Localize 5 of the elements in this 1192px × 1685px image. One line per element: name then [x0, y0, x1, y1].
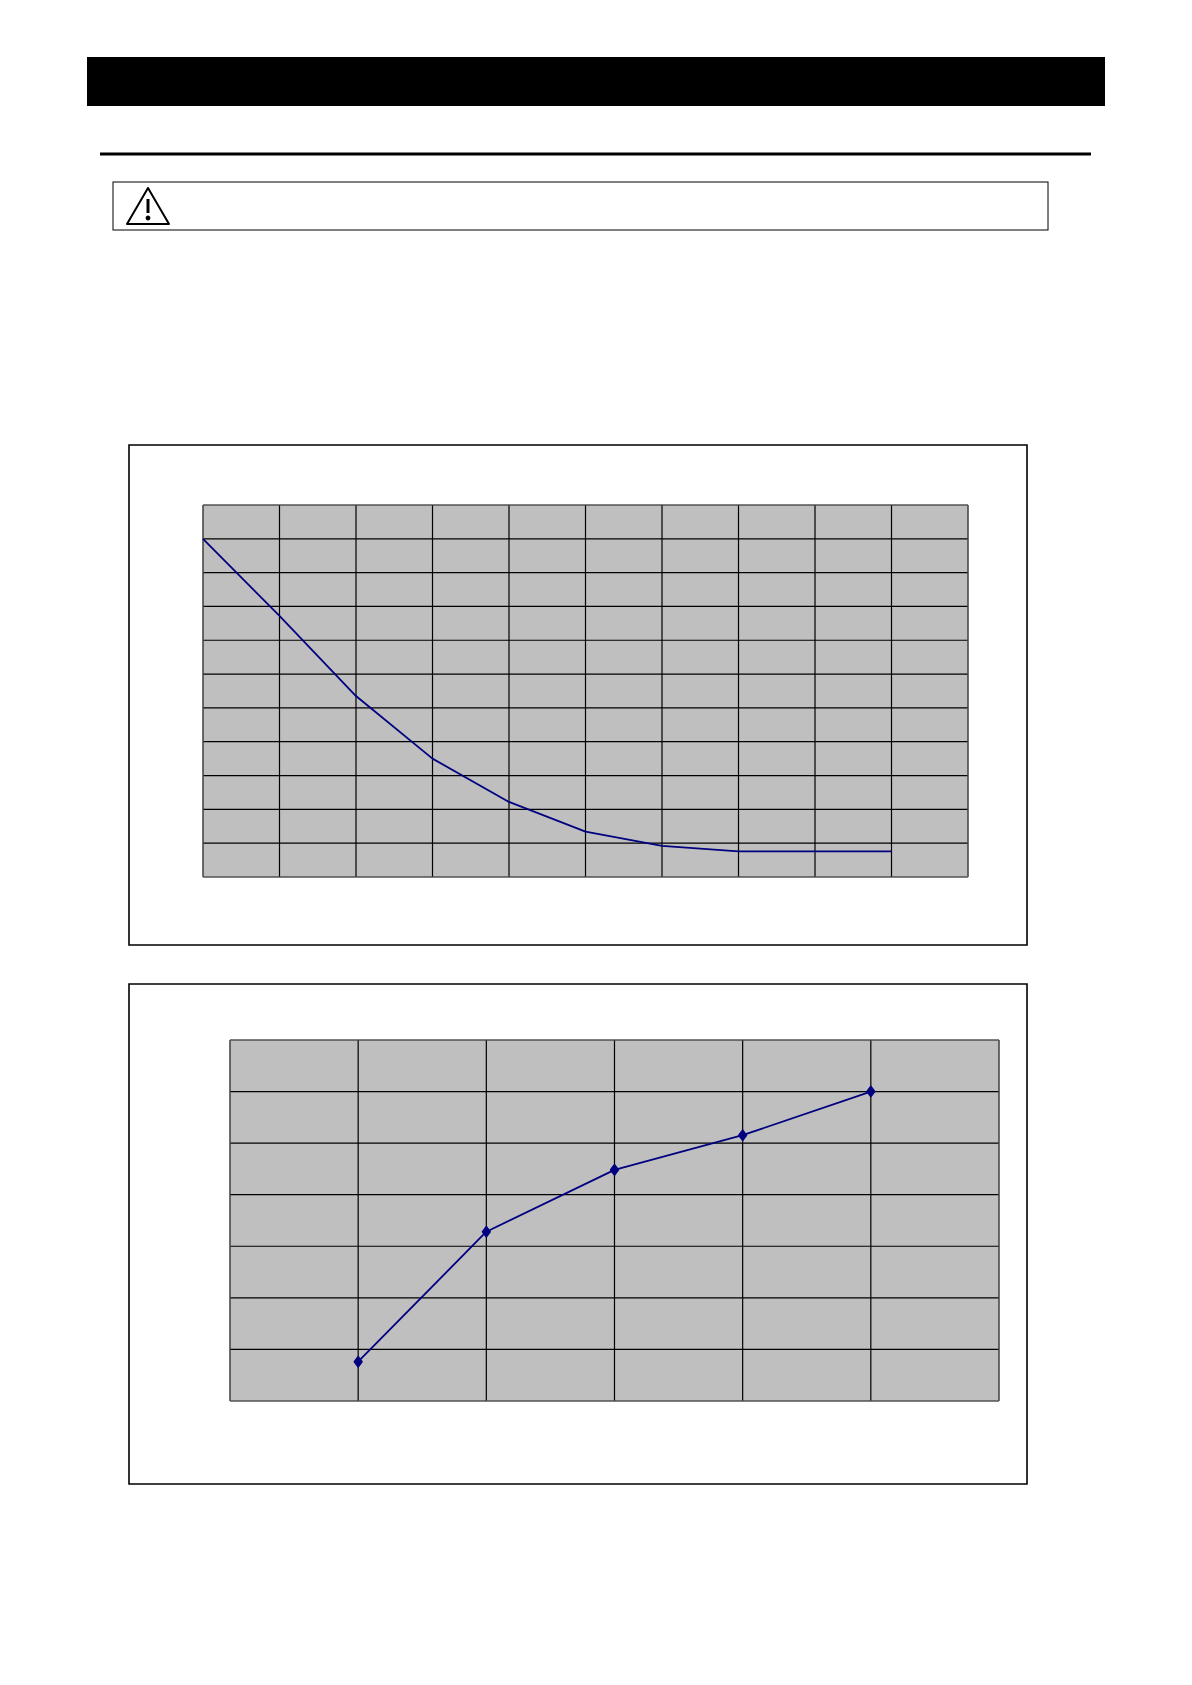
point [609, 1163, 620, 1176]
point [866, 1085, 876, 1098]
point [353, 1355, 363, 1368]
point [481, 1225, 491, 1238]
point [738, 1129, 748, 1142]
